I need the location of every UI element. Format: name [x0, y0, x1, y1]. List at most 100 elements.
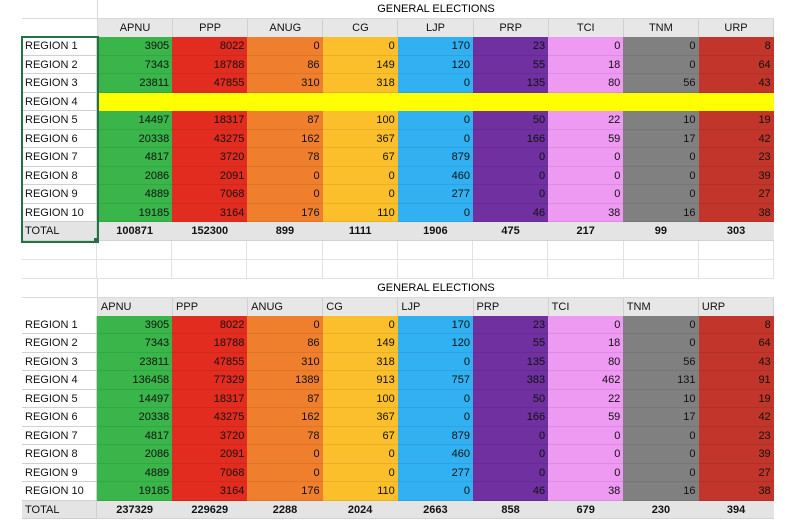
cell-apnu[interactable]: 14497 — [97, 389, 173, 408]
cell-apnu[interactable]: 19185 — [97, 203, 173, 222]
total-cell-ljp[interactable]: 1906 — [397, 222, 473, 241]
total-cell-tci[interactable]: 217 — [548, 222, 624, 241]
cell-tci[interactable]: 0 — [548, 148, 624, 167]
cell-prp[interactable]: 0 — [472, 185, 549, 204]
cell-tnm[interactable]: 0 — [623, 148, 699, 167]
cell-tci[interactable]: 22 — [548, 111, 624, 130]
cell-cg[interactable]: 67 — [322, 426, 398, 445]
cell-tci[interactable]: 38 — [548, 203, 624, 222]
cell-apnu[interactable]: 23811 — [97, 74, 173, 93]
cell-cg[interactable]: 318 — [322, 74, 398, 93]
cell-tci[interactable]: 0 — [548, 445, 624, 464]
cell-prp[interactable]: 46 — [472, 482, 549, 501]
cell-tnm[interactable]: 0 — [623, 334, 699, 353]
total-cell-tnm[interactable]: 230 — [623, 500, 699, 519]
total-cell-ppp[interactable]: 152300 — [172, 222, 248, 241]
column-header-ljp[interactable]: LJP — [398, 297, 474, 316]
cell-ljp[interactable]: 0 — [397, 203, 473, 222]
column-header-ppp[interactable]: PPP — [173, 19, 249, 37]
row-label[interactable]: REGION 3 — [22, 352, 97, 371]
column-header-urp[interactable]: URP — [698, 19, 775, 37]
cell-ppp[interactable]: 3164 — [172, 203, 248, 222]
row-label[interactable]: REGION 8 — [22, 445, 97, 464]
row-label[interactable]: REGION 5 — [22, 389, 97, 408]
cell-anug[interactable]: 0 — [247, 185, 323, 204]
column-header-anug[interactable]: ANUG — [248, 19, 324, 37]
cell-anug[interactable]: 162 — [247, 408, 323, 427]
cell-ljp[interactable]: 277 — [397, 185, 473, 204]
cell-tnm[interactable]: 0 — [623, 185, 699, 204]
cell-urp[interactable]: 43 — [698, 74, 774, 93]
cell-prp[interactable]: 135 — [472, 74, 549, 93]
cell-ljp[interactable]: 0 — [397, 74, 473, 93]
row-label[interactable]: REGION 10 — [22, 482, 97, 501]
cell-urp[interactable]: 42 — [698, 129, 774, 148]
empty-cell[interactable] — [22, 0, 98, 18]
cell-prp[interactable]: 383 — [472, 371, 549, 390]
cell-urp[interactable]: 19 — [698, 111, 774, 130]
cell-urp[interactable]: 38 — [698, 482, 774, 501]
cell-apnu[interactable]: 19185 — [97, 482, 173, 501]
column-header-apnu[interactable]: APNU — [97, 19, 174, 37]
cell-ppp[interactable]: 18788 — [172, 334, 248, 353]
cell-ljp[interactable]: 879 — [397, 426, 473, 445]
table2-title[interactable]: GENERAL ELECTIONS — [377, 281, 495, 294]
cell-apnu[interactable]: 4817 — [97, 426, 173, 445]
cell-tci[interactable]: 0 — [548, 463, 624, 482]
total-cell-cg[interactable]: 1111 — [322, 222, 398, 241]
cell-cg[interactable]: 0 — [322, 315, 398, 334]
cell-ppp[interactable]: 43275 — [172, 408, 248, 427]
row-label[interactable]: REGION 2 — [22, 334, 97, 353]
cell-ppp[interactable]: 3164 — [172, 482, 248, 501]
table-row-highlighted[interactable]: REGION 4 — [22, 92, 774, 111]
row-label[interactable]: REGION 7 — [22, 148, 97, 167]
cell-ppp[interactable]: 47855 — [172, 352, 248, 371]
column-header-ljp[interactable]: LJP — [398, 19, 474, 37]
cell-urp[interactable]: 27 — [698, 463, 774, 482]
cell-anug[interactable]: 1389 — [247, 371, 323, 390]
cell-anug[interactable]: 86 — [247, 334, 323, 353]
fill-handle[interactable] — [94, 237, 99, 243]
cell-tci[interactable]: 18 — [548, 334, 624, 353]
cell-cg[interactable]: 100 — [322, 389, 398, 408]
cell-tci[interactable]: 0 — [548, 166, 624, 185]
cell-ljp[interactable]: 0 — [397, 482, 473, 501]
cell-prp[interactable]: 55 — [472, 55, 549, 74]
cell-ljp[interactable]: 120 — [397, 334, 473, 353]
cell-ppp[interactable]: 2091 — [172, 166, 248, 185]
column-header-cg[interactable]: CG — [323, 19, 399, 37]
cell-apnu[interactable]: 7343 — [97, 55, 173, 74]
cell-tci[interactable]: 38 — [548, 482, 624, 501]
row-label[interactable]: REGION 3 — [22, 74, 97, 93]
cell-tci[interactable]: 80 — [548, 74, 624, 93]
cell-tnm[interactable]: 0 — [623, 37, 699, 56]
spreadsheet-grid[interactable]: GENERAL ELECTIONS APNU PPP ANUG CG LJP PRP TCI… — [22, 0, 775, 519]
cell-cg[interactable]: 0 — [322, 445, 398, 464]
cell-ljp[interactable]: 0 — [397, 111, 473, 130]
cell-urp[interactable]: 38 — [698, 203, 774, 222]
row-label[interactable]: REGION 9 — [22, 463, 97, 482]
total-cell-tnm[interactable]: 99 — [623, 222, 699, 241]
total-cell-anug[interactable]: 2288 — [247, 500, 323, 519]
column-header-prp[interactable]: PRP — [473, 297, 549, 316]
cell-ljp[interactable]: 170 — [397, 37, 473, 56]
cell-urp[interactable]: 64 — [698, 55, 774, 74]
cell-ljp[interactable]: 170 — [397, 315, 473, 334]
cell-prp[interactable]: 50 — [472, 111, 549, 130]
cell-ljp[interactable]: 460 — [397, 166, 473, 185]
column-header-cg[interactable]: CG — [323, 297, 399, 316]
column-header-apnu[interactable]: APNU — [97, 297, 174, 316]
cell-urp[interactable]: 39 — [698, 166, 774, 185]
row-label[interactable]: REGION 8 — [22, 166, 97, 185]
cell-cg[interactable]: 67 — [322, 148, 398, 167]
row-label[interactable]: REGION 1 — [22, 37, 97, 56]
cell-tnm[interactable]: 0 — [623, 55, 699, 74]
cell-ljp[interactable]: 0 — [397, 408, 473, 427]
cell-tnm[interactable]: 0 — [623, 166, 699, 185]
cell-cg[interactable]: 149 — [322, 55, 398, 74]
cell-apnu[interactable]: 136458 — [97, 371, 173, 390]
column-header-prp[interactable]: PRP — [473, 19, 549, 37]
cell-ljp[interactable]: 757 — [397, 371, 473, 390]
cell-urp[interactable]: 8 — [698, 37, 774, 56]
cell-ppp[interactable]: 47855 — [172, 74, 248, 93]
